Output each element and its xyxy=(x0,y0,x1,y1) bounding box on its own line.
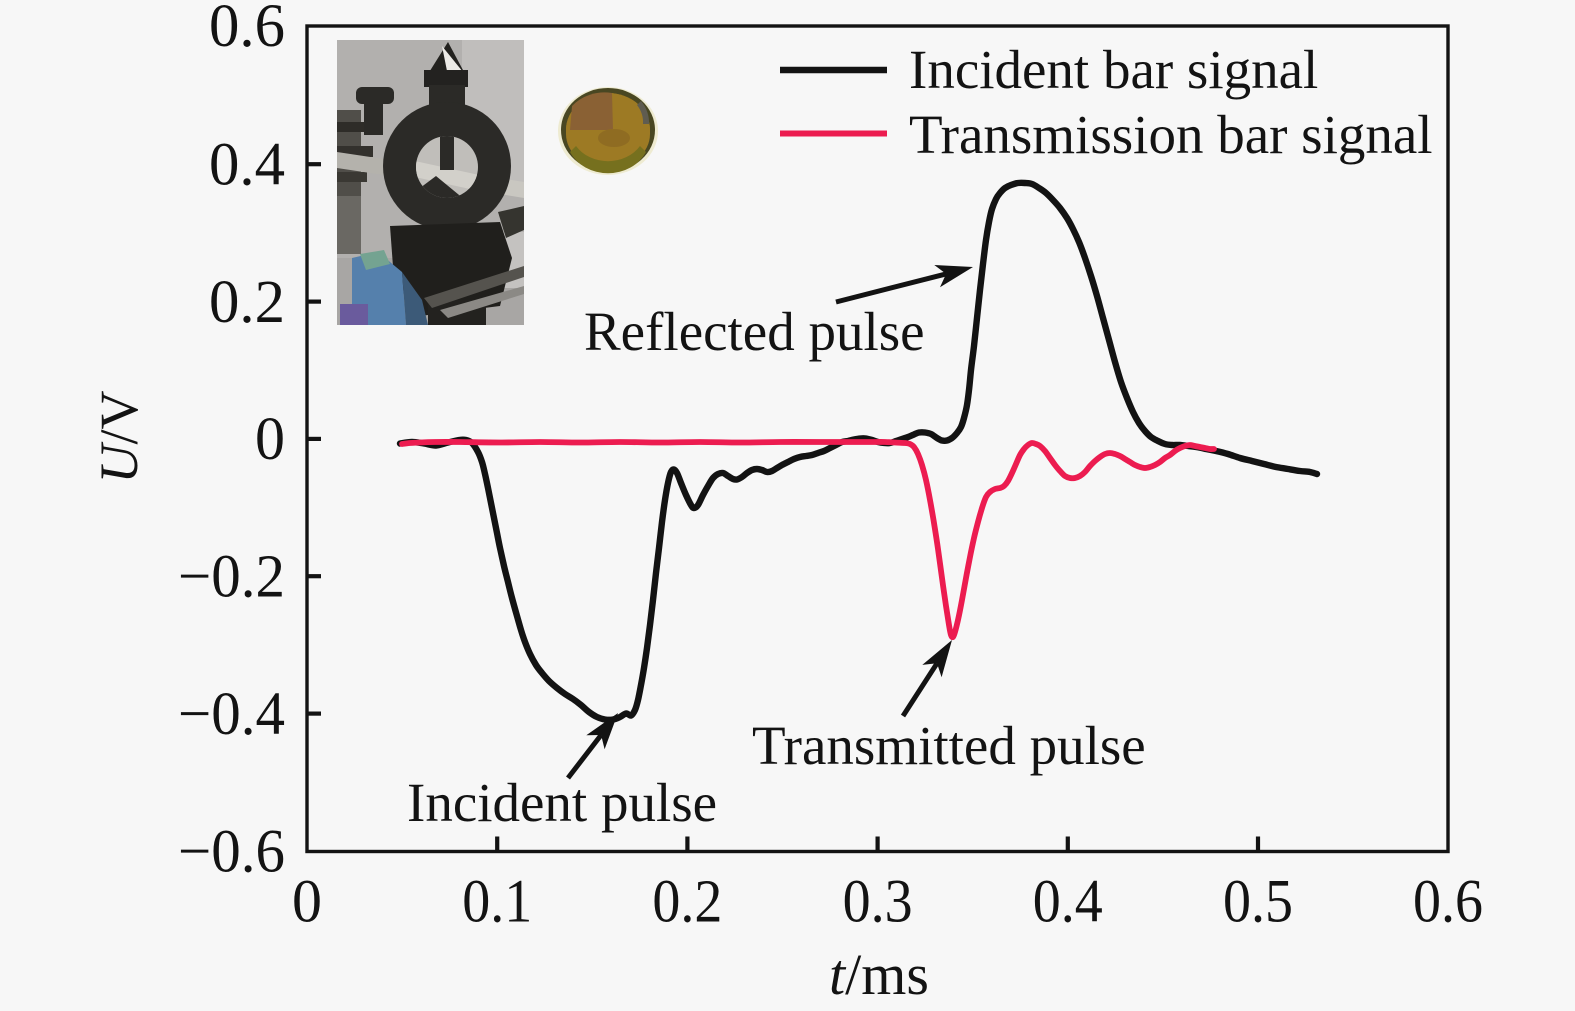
svg-text:0.4: 0.4 xyxy=(1033,869,1103,936)
svg-text:0.1: 0.1 xyxy=(462,869,532,936)
svg-text:Transmitted pulse: Transmitted pulse xyxy=(752,715,1146,776)
svg-text:−0.2: −0.2 xyxy=(178,543,285,610)
svg-text:0.2: 0.2 xyxy=(652,869,722,936)
svg-text:Incident pulse: Incident pulse xyxy=(407,772,717,833)
svg-text:0.5: 0.5 xyxy=(1223,869,1293,936)
svg-text:Incident bar signal: Incident bar signal xyxy=(909,39,1318,100)
svg-text:U/V: U/V xyxy=(89,390,149,483)
svg-text:0: 0 xyxy=(255,406,285,473)
svg-text:0.6: 0.6 xyxy=(209,0,285,60)
svg-text:0.4: 0.4 xyxy=(209,131,285,198)
svg-text:−0.4: −0.4 xyxy=(178,681,285,748)
svg-text:0.2: 0.2 xyxy=(209,269,285,336)
svg-text:t/ms: t/ms xyxy=(829,942,929,1007)
svg-text:0: 0 xyxy=(292,869,322,936)
svg-text:Reflected pulse: Reflected pulse xyxy=(584,301,925,362)
svg-text:0.3: 0.3 xyxy=(843,869,913,936)
svg-text:0.6: 0.6 xyxy=(1413,869,1483,936)
svg-text:−0.6: −0.6 xyxy=(178,819,285,886)
svg-text:Transmission bar signal: Transmission bar signal xyxy=(909,104,1433,165)
